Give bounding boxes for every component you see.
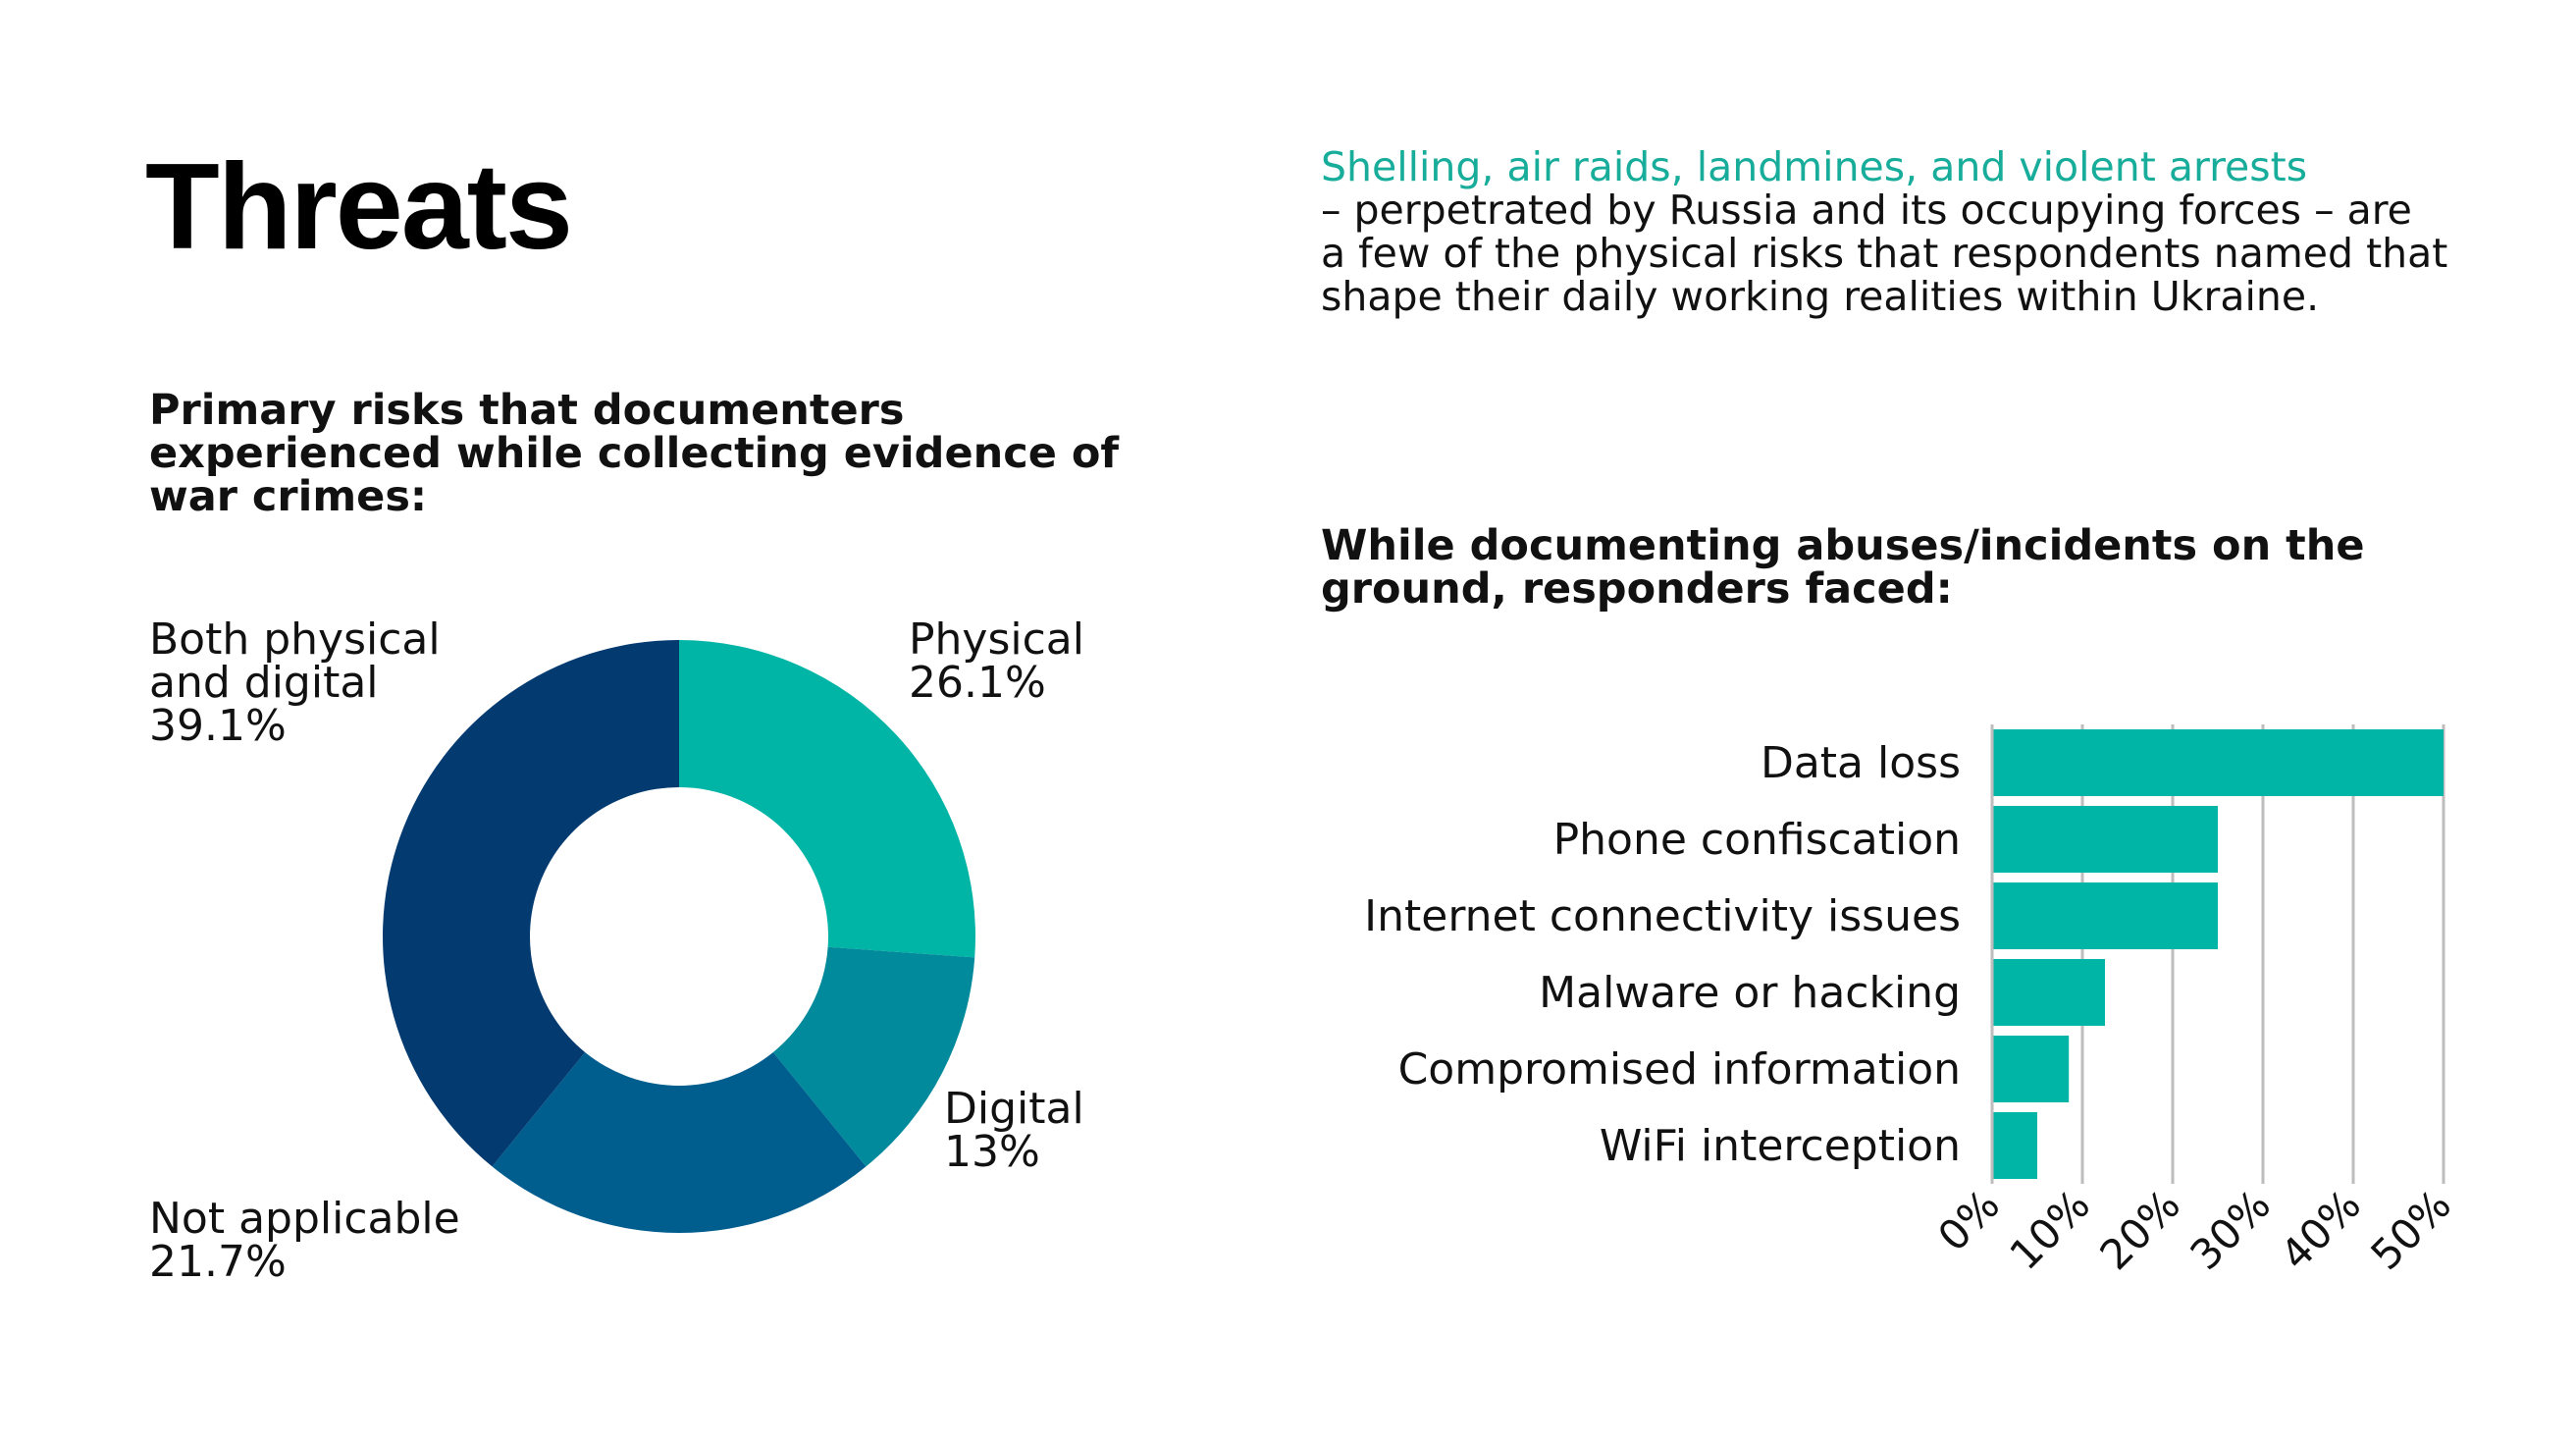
bar-label-compromised-information: Compromised information (1398, 1044, 1961, 1095)
pie-label-not-applicable-name: Not applicable (149, 1194, 460, 1244)
pie-slice-digital (772, 946, 975, 1167)
pie-label-not-applicable: Not applicable 21.7% (149, 1198, 460, 1284)
pie-label-digital-value: 13% (944, 1127, 1040, 1177)
bar-label-phone-confiscation: Phone confiscation (1553, 815, 1961, 865)
intro-highlight: Shelling, air raids, landmines, and viol… (1321, 143, 2308, 190)
bar-internet-connectivity-issues (1992, 882, 2218, 949)
bar-wifi-interception (1992, 1112, 2037, 1179)
bar-phone-confiscation (1992, 806, 2218, 873)
intro-paragraph: Shelling, air raids, landmines, and viol… (1321, 145, 2449, 318)
pie-label-physical-name: Physical (909, 614, 1084, 665)
x-tick-label: 0% (1928, 1180, 2009, 1260)
pie-label-physical: Physical 26.1% (909, 618, 1084, 705)
risk-donut-chart (383, 640, 976, 1233)
pie-label-not-applicable-value: 21.7% (149, 1237, 287, 1287)
pie-slice-both-physical-and-digital (383, 640, 679, 1167)
page-title: Threats (145, 139, 573, 275)
bar-malware-or-hacking (1992, 959, 2105, 1026)
pie-label-digital: Digital 13% (944, 1088, 1084, 1174)
pie-label-both-name: Both physical and digital (149, 614, 441, 708)
pie-slice-physical (679, 640, 976, 958)
bar-label-wifi-interception: WiFi interception (1600, 1121, 1961, 1171)
x-tick-label: 50% (2361, 1180, 2460, 1279)
bar-label-malware-or-hacking: Malware or hacking (1539, 968, 1961, 1018)
bar-compromised-information (1992, 1036, 2070, 1102)
pie-slice-not-applicable (492, 1051, 867, 1233)
intro-text: – perpetrated by Russia and its occupyin… (1321, 187, 2448, 320)
x-tick-label: 20% (2090, 1180, 2189, 1279)
pie-chart-title: Primary risks that documenters experienc… (149, 386, 1120, 521)
pie-label-both-value: 39.1% (149, 701, 287, 751)
bar-label-data-loss: Data loss (1761, 738, 1961, 788)
bar-chart-title: While documenting abuses/incidents on th… (1321, 521, 2365, 614)
bar-data-loss (1992, 729, 2444, 796)
bar-label-internet-connectivity-issues: Internet connectivity issues (1364, 891, 1961, 941)
pie-label-digital-name: Digital (944, 1084, 1084, 1134)
x-tick-label: 30% (2181, 1180, 2280, 1279)
pie-label-both: Both physical and digital 39.1% (149, 618, 522, 748)
pie-label-physical-value: 26.1% (909, 658, 1046, 708)
x-tick-label: 40% (2271, 1180, 2370, 1279)
x-tick-label: 10% (2000, 1180, 2099, 1279)
